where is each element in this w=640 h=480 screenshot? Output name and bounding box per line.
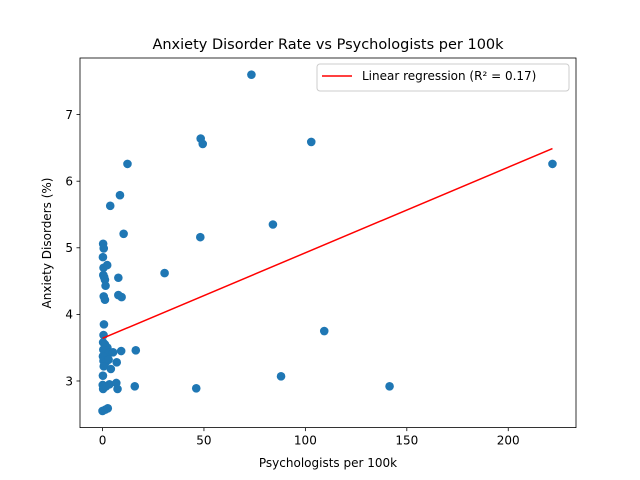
regression-line: [102, 147, 553, 340]
data-point-8: [105, 201, 115, 211]
data-point-22: [101, 281, 110, 291]
y-tick-label: 7: [65, 108, 73, 122]
data-point-37: [131, 346, 141, 355]
data-point-14: [98, 252, 108, 262]
data-point-35: [108, 348, 118, 357]
plot-area: [98, 70, 557, 416]
y-axis-label: Anxiety Disorders (%): [40, 178, 54, 309]
legend-entry-label: Linear regression (R² = 0.17): [362, 69, 536, 83]
data-point-58: [103, 403, 113, 413]
legend-box: [316, 63, 570, 92]
data-point-28: [319, 326, 329, 336]
y-tick-label: 5: [65, 241, 73, 255]
y-tick-label: 3: [65, 374, 73, 388]
data-point-46: [276, 372, 286, 381]
y-axis: 3 4 5 6 7: [65, 108, 80, 388]
data-point-13: [99, 244, 109, 253]
data-point-36: [116, 346, 126, 356]
data-point-4: [306, 137, 316, 147]
data-point-3: [198, 139, 208, 149]
data-point-27: [99, 320, 109, 329]
data-point-16: [102, 260, 112, 270]
data-point-55: [385, 382, 394, 391]
data-point-1: [247, 70, 256, 79]
data-point-42: [112, 358, 122, 367]
data-point-41: [104, 355, 113, 364]
data-point-24: [100, 295, 110, 305]
x-tick-label: 50: [196, 434, 211, 448]
legend: Linear regression (R² = 0.17): [316, 63, 570, 92]
x-tick-label: 0: [99, 434, 107, 448]
x-axis-label: Psychologists per 100k: [259, 456, 397, 470]
data-point-53: [130, 382, 140, 391]
y-tick-label: 4: [65, 308, 73, 322]
data-point-50: [105, 380, 114, 389]
data-point-26: [117, 292, 126, 302]
data-point-21: [160, 268, 169, 278]
data-point-20: [114, 273, 123, 283]
x-axis: 0 50 100 150 200: [99, 427, 520, 448]
data-point-11: [196, 232, 205, 242]
data-point-5: [123, 159, 132, 169]
data-point-6: [548, 159, 557, 169]
x-tick-label: 150: [395, 434, 418, 448]
plot-frame: [79, 57, 577, 429]
data-point-54: [191, 384, 201, 393]
data-point-43: [99, 362, 109, 371]
x-tick-label: 100: [294, 434, 317, 448]
data-point-10: [119, 229, 128, 239]
data-point-45: [98, 371, 108, 380]
x-tick-label: 200: [497, 434, 520, 448]
data-point-52: [113, 384, 122, 394]
data-point-7: [115, 190, 125, 200]
data-point-9: [268, 220, 278, 229]
y-tick-label: 6: [65, 175, 73, 189]
data-point-44: [106, 364, 116, 374]
chart-title: Anxiety Disorder Rate vs Psychologists p…: [152, 37, 504, 53]
